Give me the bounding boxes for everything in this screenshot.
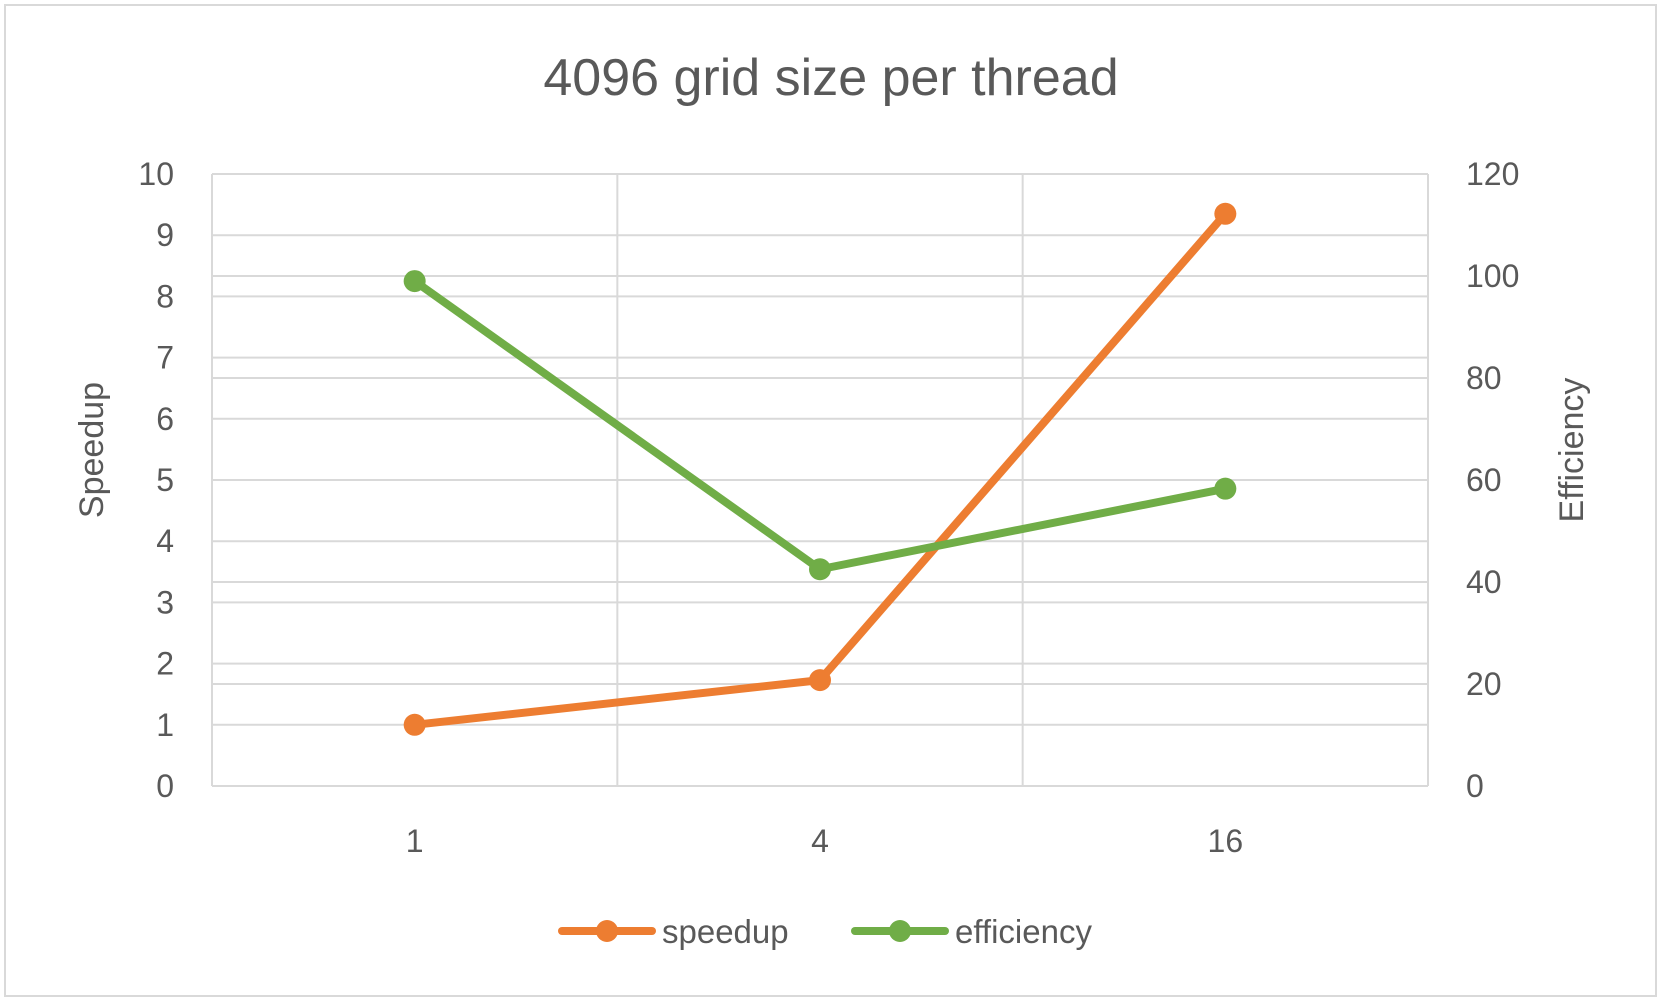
legend: speedup efficiency: [558, 913, 1092, 950]
y-axis-title-right: Efficiency: [1553, 378, 1591, 523]
point-speedup-1: [403, 713, 426, 736]
point-efficiency-1: [403, 270, 426, 293]
y-tick-left-9: 9: [156, 217, 174, 253]
chart-frame: [4, 4, 1657, 997]
y-tick-left-0: 0: [156, 768, 174, 804]
legend-efficiency-label: efficiency: [955, 913, 1092, 950]
x-tick-4: 4: [811, 823, 829, 859]
series-line-efficiency: [410, 277, 1230, 574]
y-tick-left-1: 1: [156, 707, 174, 743]
legend-item-efficiency: efficiency: [851, 913, 1092, 950]
grid-lines: [212, 173, 1428, 786]
series-layer: [403, 202, 1237, 736]
legend-speedup-marker: [596, 920, 618, 942]
y-tick-right-20: 20: [1466, 666, 1502, 702]
y-tick-left-5: 5: [156, 462, 174, 498]
legend-item-speedup: speedup: [558, 913, 789, 950]
y-tick-right-40: 40: [1466, 564, 1502, 600]
y-tick-right-120: 120: [1466, 156, 1519, 192]
y-tick-right-100: 100: [1466, 258, 1519, 294]
y-axis-title-left: Speedup: [73, 382, 111, 518]
y-tick-right-0: 0: [1466, 768, 1484, 804]
y-tick-left-3: 3: [156, 584, 174, 620]
y-tick-left-8: 8: [156, 278, 174, 314]
y-tick-left-6: 6: [156, 401, 174, 437]
point-efficiency-4: [809, 558, 831, 581]
x-tick-1: 1: [406, 823, 424, 859]
y-tick-left-2: 2: [156, 646, 174, 682]
legend-speedup-label: speedup: [662, 913, 789, 950]
point-speedup-16: [1214, 202, 1237, 225]
point-efficiency-16: [1214, 477, 1237, 500]
y-tick-left-4: 4: [156, 523, 174, 559]
x-tick-16: 16: [1208, 823, 1244, 859]
y-tick-right-60: 60: [1466, 462, 1502, 498]
axes: [211, 174, 1429, 787]
legend-efficiency-marker: [889, 920, 911, 942]
y-tick-left-7: 7: [156, 340, 174, 376]
y-tick-right-80: 80: [1466, 360, 1502, 396]
y-tick-left-10: 10: [138, 156, 174, 192]
series-line-speedup: [410, 209, 1230, 729]
point-speedup-4: [809, 669, 831, 692]
chart-title: 4096 grid size per thread: [543, 49, 1118, 107]
